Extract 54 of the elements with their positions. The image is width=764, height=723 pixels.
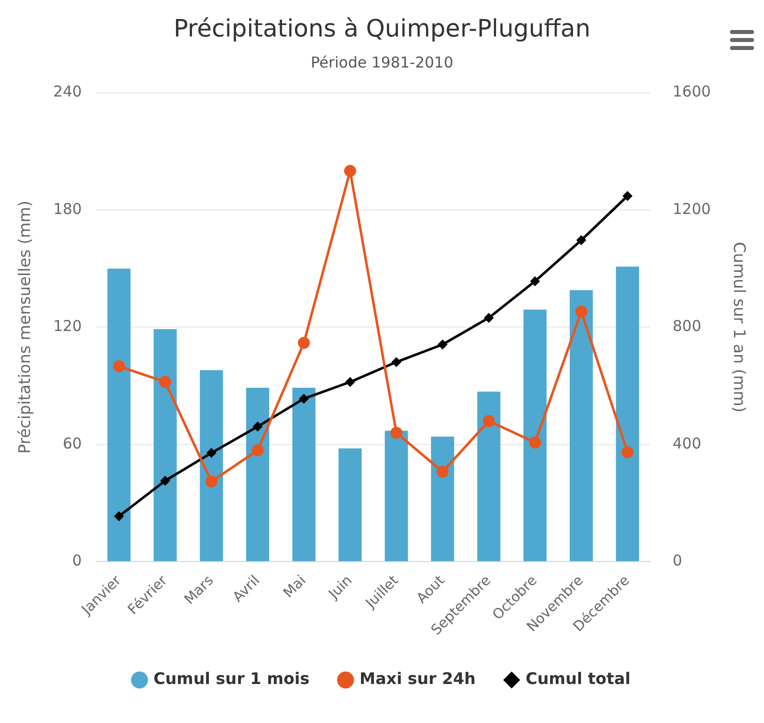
point xyxy=(575,306,588,318)
point xyxy=(484,312,494,323)
point xyxy=(159,376,172,388)
point xyxy=(114,511,124,522)
bar xyxy=(431,436,454,562)
chart-subtitle: Période 1981-2010 xyxy=(310,54,454,72)
y2-tick-label: 1600 xyxy=(672,82,711,101)
bar xyxy=(477,392,500,562)
point xyxy=(482,414,495,427)
y-tick-label: 120 xyxy=(53,317,82,336)
chart-title: Précipitations à Quimper-Pluguffan xyxy=(174,14,590,43)
point xyxy=(436,466,449,478)
point xyxy=(206,448,216,458)
y2-axis-title: Cumul sur 1 an (mm) xyxy=(730,242,750,413)
y-tick-label: 60 xyxy=(62,434,82,452)
bar xyxy=(107,268,131,562)
point xyxy=(252,444,264,456)
point xyxy=(530,276,540,286)
legend-label: Cumul sur 1 mois xyxy=(154,669,310,688)
point xyxy=(576,235,586,246)
bar xyxy=(384,430,408,562)
y2-tick-label: 400 xyxy=(672,434,702,452)
point xyxy=(622,446,634,458)
point xyxy=(344,164,356,177)
point xyxy=(390,426,402,439)
bar xyxy=(570,290,593,562)
bar xyxy=(246,388,270,562)
point xyxy=(205,476,218,488)
point xyxy=(438,340,448,350)
bar xyxy=(154,329,177,562)
y-tick-label: 180 xyxy=(53,200,82,218)
bar xyxy=(523,310,547,562)
point xyxy=(529,436,542,448)
point xyxy=(160,476,170,486)
x-tick-label: Mai xyxy=(280,572,310,602)
y2-tick-label: 800 xyxy=(672,317,702,336)
bar xyxy=(338,448,362,562)
y2-tick-label: 0 xyxy=(672,552,682,570)
y-tick-label: 0 xyxy=(72,552,82,570)
point xyxy=(252,422,263,432)
point xyxy=(112,360,125,372)
y-tick-label: 240 xyxy=(53,82,82,101)
point xyxy=(298,394,309,404)
point xyxy=(298,336,310,349)
legend-label: Cumul total xyxy=(526,669,630,688)
bar xyxy=(292,388,316,562)
y-axis-title: Précipitations mensuelles (mm) xyxy=(14,200,34,454)
point xyxy=(391,357,402,368)
point xyxy=(622,190,633,201)
bar xyxy=(200,370,223,562)
legend-label: Maxi sur 24h xyxy=(360,669,476,688)
y2-tick-label: 1200 xyxy=(672,200,711,218)
point xyxy=(345,377,356,388)
bar xyxy=(616,266,640,562)
